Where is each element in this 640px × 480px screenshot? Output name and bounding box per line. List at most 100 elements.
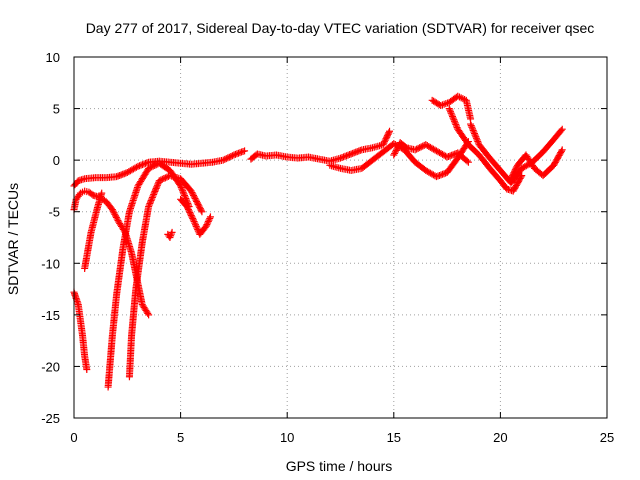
data-point	[470, 128, 478, 136]
data-point	[241, 147, 249, 155]
data-point	[205, 216, 213, 224]
data-point	[448, 111, 456, 119]
y-tick-label: -15	[41, 308, 60, 323]
data-point	[163, 173, 171, 181]
data-point	[177, 182, 185, 190]
data-point	[413, 145, 421, 153]
data-point	[414, 144, 422, 152]
data-point	[110, 209, 118, 217]
data-point	[393, 145, 401, 153]
data-point	[194, 226, 202, 234]
data-point	[463, 157, 471, 165]
data-point	[180, 190, 188, 198]
y-tick-label: 5	[53, 102, 60, 117]
data-point	[468, 123, 476, 131]
data-point	[189, 214, 197, 222]
data-point	[147, 196, 155, 204]
y-axis-label: SDTVAR / TECUs	[5, 183, 21, 295]
y-tick-label: -20	[41, 359, 60, 374]
data-point	[457, 94, 465, 102]
data-point	[442, 100, 450, 108]
data-point	[112, 213, 120, 221]
data-point	[401, 143, 409, 151]
data-point	[148, 193, 156, 201]
data-point	[167, 230, 175, 238]
data-point	[206, 213, 214, 221]
grid-lines	[74, 57, 607, 418]
data-point	[467, 122, 475, 130]
data-point	[144, 309, 152, 317]
data-point	[153, 183, 161, 191]
data-point	[196, 203, 204, 211]
data-point	[190, 218, 198, 226]
data-point	[149, 162, 157, 170]
data-point	[391, 149, 399, 157]
data-point	[511, 167, 519, 175]
data-point	[190, 193, 198, 201]
data-point	[450, 117, 458, 125]
data-point	[191, 219, 199, 227]
data-point	[473, 136, 481, 144]
data-point	[160, 175, 168, 183]
data-point	[188, 213, 196, 221]
data-point	[417, 143, 425, 151]
data-point	[184, 204, 192, 212]
data-point	[452, 120, 460, 128]
data-point	[150, 189, 158, 197]
data-point	[193, 224, 201, 232]
data-point	[440, 100, 448, 108]
data-point	[416, 144, 424, 152]
data-point	[558, 125, 566, 133]
data-point	[147, 198, 155, 206]
data-point	[152, 186, 160, 194]
data-point	[189, 190, 197, 198]
data-point	[151, 161, 159, 169]
data-point	[447, 108, 455, 116]
data-point	[192, 221, 200, 229]
series-arc-k	[326, 138, 472, 181]
data-point	[511, 166, 519, 174]
data-point	[558, 146, 566, 154]
data-point	[446, 106, 454, 114]
data-point	[384, 130, 392, 138]
series-arc-m	[428, 92, 475, 123]
data-point	[517, 173, 525, 181]
data-point	[472, 133, 480, 141]
data-point	[190, 192, 198, 200]
data-point	[184, 206, 192, 214]
data-point	[193, 199, 201, 207]
data-point	[153, 181, 161, 189]
data-point	[152, 184, 160, 192]
data-point	[508, 172, 516, 180]
data-point	[177, 184, 185, 192]
data-point	[451, 119, 459, 127]
data-point	[452, 122, 460, 130]
data-point	[453, 124, 461, 132]
data-point	[181, 191, 189, 199]
data-point	[112, 212, 120, 220]
data-point	[145, 201, 153, 209]
y-tick-label: -25	[41, 411, 60, 426]
data-point	[204, 219, 212, 227]
data-point	[189, 216, 197, 224]
y-tick-label: 0	[53, 153, 60, 168]
data-point	[449, 113, 457, 121]
data-point	[146, 164, 154, 172]
data-point	[186, 209, 194, 217]
data-point	[392, 146, 400, 154]
series-arc-a	[70, 147, 249, 190]
data-point	[459, 95, 467, 103]
data-point	[455, 93, 463, 101]
data-point	[187, 211, 195, 219]
data-point	[185, 207, 193, 215]
data-point	[108, 206, 116, 214]
data-point	[225, 153, 233, 161]
data-point	[228, 152, 236, 160]
data-point	[507, 175, 515, 183]
data-point	[454, 92, 462, 100]
data-point	[221, 155, 229, 163]
data-point	[411, 146, 419, 154]
data-point	[166, 234, 174, 241]
data-point	[178, 185, 186, 193]
